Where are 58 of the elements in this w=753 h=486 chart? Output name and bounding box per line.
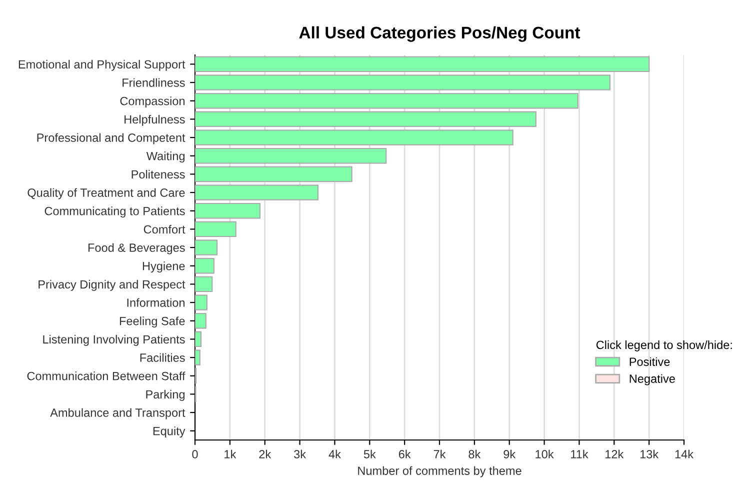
- x-tick-label: 5k: [364, 450, 376, 458]
- bar: [195, 221, 236, 238]
- bar: [195, 56, 650, 72]
- y-tick-label: Facilities: [140, 353, 185, 362]
- x-tick-label: 10k: [536, 450, 554, 458]
- x-tick-label: 7k: [434, 450, 446, 458]
- bar: [195, 148, 387, 164]
- bar: [195, 350, 200, 366]
- x-tick-label: 3k: [294, 450, 306, 458]
- y-tick-label: Professional and Competent: [37, 133, 186, 144]
- bar: [195, 276, 213, 292]
- y-tick-label: Equity: [153, 426, 186, 438]
- x-tick-label: 14k: [675, 450, 694, 458]
- legend-title: Click legend to show/hide:: [596, 340, 732, 352]
- bar: [195, 130, 514, 146]
- y-tick-label: Communicating to Patients: [44, 206, 185, 218]
- y-tick-label: Ambulance and Transport: [50, 408, 186, 420]
- y-tick-label: Comfort: [144, 224, 186, 234]
- y-tick-label: Listening Involving Patients: [43, 334, 185, 346]
- bar: [195, 92, 578, 109]
- x-tick-label: 4k: [328, 450, 341, 458]
- y-tick-label: Quality of Treatment and Care: [28, 188, 185, 200]
- bar: [195, 111, 536, 128]
- y-tick-label: Waiting: [146, 152, 185, 163]
- bar: [195, 331, 202, 348]
- bar: [195, 240, 218, 256]
- bar: [195, 74, 611, 90]
- y-tick-label: Friendliness: [122, 78, 185, 87]
- y-tick-label: Food & Beverages: [88, 243, 185, 254]
- x-tick-label: 8k: [468, 450, 481, 458]
- x-tick-label: 9k: [504, 450, 516, 458]
- x-tick-label: 13k: [640, 450, 659, 458]
- y-tick-label: Feeling Safe: [120, 316, 185, 328]
- legend-label: Negative: [630, 374, 675, 386]
- y-tick-label: Communication Between Staff: [27, 372, 186, 380]
- y-tick-label: Compassion: [120, 96, 185, 108]
- y-tick-label: Helpfulness: [124, 114, 185, 126]
- x-axis-title: Number of comments by theme: [358, 466, 522, 478]
- x-tick-label: 1k: [224, 450, 236, 458]
- x-tick-label: 2k: [259, 450, 272, 458]
- bar: [195, 166, 352, 182]
- bar: [195, 312, 206, 329]
- bar: [195, 184, 319, 200]
- x-tick-label: 0: [192, 450, 198, 458]
- bar: [195, 294, 208, 310]
- x-tick-label: 12k: [606, 450, 624, 458]
- x-tick-label: 11k: [571, 450, 588, 458]
- legend-label: Positive: [630, 357, 670, 366]
- y-tick-label: Privacy Dignity and Respect: [38, 280, 186, 291]
- y-tick-label: Information: [127, 298, 185, 307]
- x-tick-label: 6k: [398, 450, 411, 458]
- y-tick-label: Emotional and Physical Support: [18, 60, 186, 71]
- chart-title: All Used Categories Pos/Neg Count: [299, 26, 580, 42]
- bar: [195, 258, 214, 274]
- y-tick-label: Hygiene: [142, 262, 185, 273]
- bar: [195, 202, 261, 219]
- y-tick-label: Politeness: [132, 170, 185, 179]
- y-tick-label: Parking: [146, 390, 185, 401]
